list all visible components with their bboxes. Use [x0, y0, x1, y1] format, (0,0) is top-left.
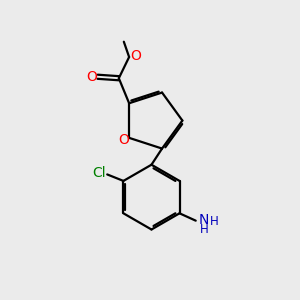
- Text: O: O: [130, 49, 141, 62]
- Text: O: O: [86, 70, 97, 84]
- Text: Cl: Cl: [92, 166, 106, 180]
- Text: O: O: [118, 133, 129, 147]
- Text: H: H: [200, 223, 208, 236]
- Text: H: H: [210, 215, 218, 228]
- Text: N: N: [199, 213, 209, 227]
